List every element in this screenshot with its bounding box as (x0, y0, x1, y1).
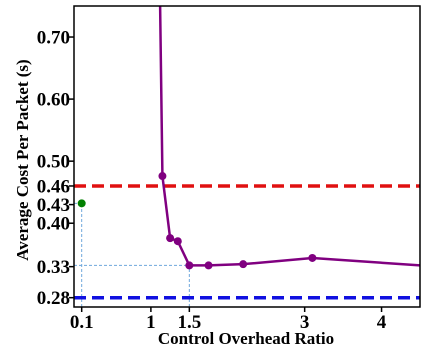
y-tick-label-7: 0.70 (37, 28, 70, 49)
y-axis-label: Average Cost Per Packet (s) (13, 59, 32, 260)
data-point-6 (308, 253, 317, 262)
x-axis-label: Control Overhead Ratio (158, 329, 334, 348)
x-tick-label-0: 0.1 (70, 312, 94, 333)
y-tick-label-6: 0.60 (37, 90, 70, 111)
series-line (158, 6, 420, 267)
data-point-1 (166, 234, 175, 243)
x-tick-label-2: 1.5 (177, 312, 201, 333)
y-tick-label-2: 0.40 (37, 214, 70, 235)
y-tick-label-4: 0.46 (37, 176, 70, 197)
x-tick-label-1: 1 (146, 312, 156, 333)
data-point-3 (185, 261, 194, 270)
data-point-5 (239, 260, 248, 269)
data-point-0 (158, 172, 167, 181)
x-tick-label-3: 3 (300, 312, 310, 333)
y-tick-label-5: 0.50 (37, 152, 70, 173)
y-tick-label-0: 0.28 (37, 288, 70, 309)
single-data-point (77, 199, 86, 208)
y-tick-label-1: 0.33 (37, 257, 70, 278)
plot-frame (73, 5, 421, 308)
y-tick-label-3: 0.43 (37, 195, 70, 216)
data-point-4 (204, 261, 213, 270)
x-tick-label-4: 4 (377, 312, 387, 333)
data-point-2 (173, 237, 182, 246)
